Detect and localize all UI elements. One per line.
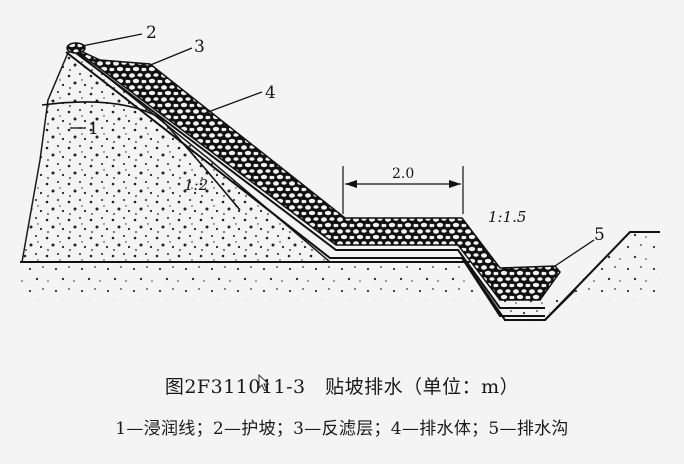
dimension-label: 2.0: [392, 166, 414, 182]
dim-arrow-right: [449, 180, 461, 188]
label-1: 1: [88, 119, 99, 139]
phreatic-line: [41, 101, 241, 211]
label-2: 2: [146, 23, 157, 43]
label-4: 4: [265, 83, 276, 103]
slope-protection-top: [66, 42, 86, 54]
figure-caption-title: 图2F311011-3 贴坡排水（单位：m）: [164, 376, 520, 398]
leader-5: [551, 239, 595, 269]
dam-body: [21, 46, 333, 263]
filter-layer-inner: [71, 49, 545, 309]
label-3: 3: [194, 37, 205, 57]
leader-4: [207, 91, 263, 113]
figure-legend: 1—浸润线；2—护坡；3—反滤层；4—排水体；5—排水沟: [115, 419, 569, 439]
slope-ratio-left: 1:2: [184, 176, 208, 194]
leader-2: [81, 33, 143, 47]
slope-ratio-right: 1:1.5: [488, 208, 526, 226]
foundation-ground: [20, 232, 660, 322]
drainage-ditch: [461, 257, 576, 321]
dim-arrow-left: [345, 180, 357, 188]
label-5: 5: [594, 225, 605, 245]
mouse-pointer-icon: [258, 374, 270, 392]
leader-3: [147, 47, 193, 67]
